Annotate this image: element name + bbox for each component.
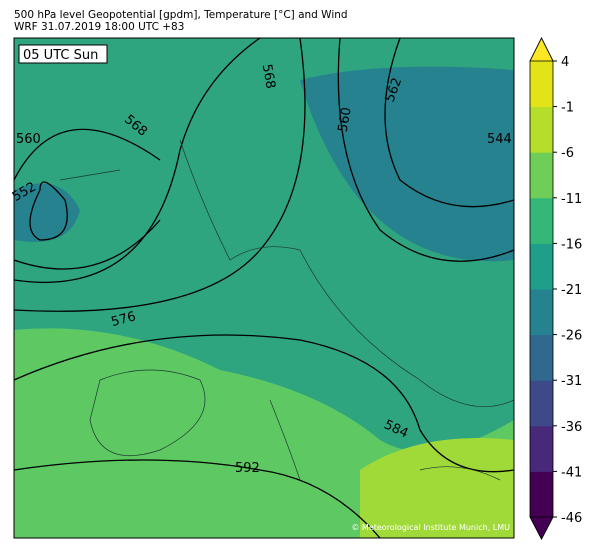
color-band (530, 243, 553, 290)
credit: © Meteorological Institute Munich, LMU (351, 523, 510, 532)
coastline (59, 139, 514, 481)
contour (14, 459, 381, 538)
contour-label: 560 (16, 132, 41, 147)
tick-label: -31 (561, 374, 582, 389)
colorbar: 4 -1 -6 -11 -16 -21 -26 -31 -36 -41 -46 (529, 37, 582, 540)
color-band (530, 289, 553, 336)
color-band (530, 471, 553, 518)
tick-label: -16 (561, 237, 582, 252)
contour-label: 592 (235, 461, 260, 476)
field-hot (360, 438, 514, 538)
contour (337, 38, 514, 262)
map: 05 UTC Sun 560 552 568 568 560 562 544 5… (10, 37, 515, 539)
tick-label: -46 (561, 511, 582, 526)
color-band (530, 380, 553, 427)
color-band (530, 152, 553, 199)
contour-label: 544 (487, 132, 512, 147)
tick-label: -11 (561, 192, 582, 207)
contour-label: 560 (336, 106, 355, 133)
tick-label: -1 (561, 101, 574, 116)
color-band (530, 61, 553, 108)
contour (29, 181, 68, 241)
contour (14, 38, 306, 312)
time-label: 05 UTC Sun (23, 48, 98, 63)
tick-label: -26 (561, 329, 582, 344)
title: 500 hPa level Geopotential [gpdm], Tempe… (14, 9, 348, 21)
subtitle: WRF 31.07.2019 18:00 UTC +83 (14, 21, 184, 33)
tick-label: -36 (561, 420, 582, 435)
tick-label: -21 (561, 283, 582, 298)
tick-label: -6 (561, 146, 574, 161)
contour (14, 334, 514, 473)
color-band (530, 106, 553, 153)
under-arrow (529, 516, 554, 540)
contour-label: 568 (259, 63, 278, 90)
time-box (18, 44, 108, 64)
color-band (530, 425, 553, 472)
color-band (530, 197, 553, 244)
color-band (530, 334, 553, 381)
map-frame (13, 37, 515, 539)
field-cold (300, 66, 514, 262)
over-arrow (529, 37, 554, 62)
tick-label: 4 (561, 55, 569, 70)
tick-label: -41 (561, 465, 582, 480)
contour (14, 38, 261, 284)
contour (384, 38, 514, 208)
contour-label: 576 (110, 309, 138, 330)
